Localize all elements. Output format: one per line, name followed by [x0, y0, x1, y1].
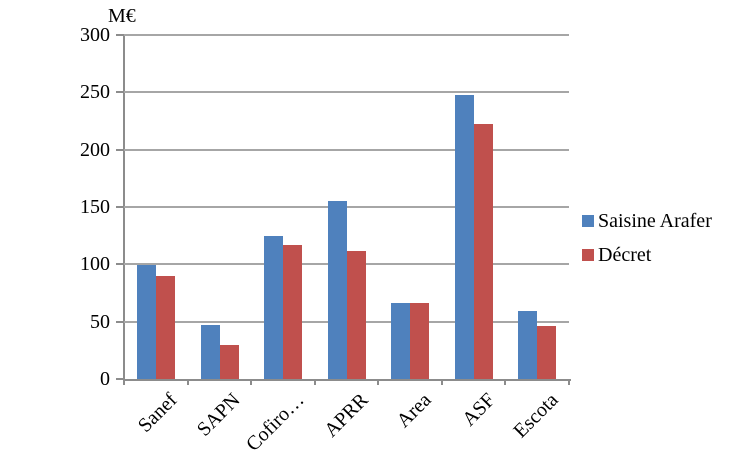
- gridline: [124, 91, 569, 94]
- y-axis-tick-label: 150: [80, 196, 110, 218]
- bar-d-cret-area: [410, 303, 430, 379]
- y-axis-tick-mark: [116, 320, 124, 323]
- y-axis-tick-label: 100: [80, 253, 110, 276]
- legend-label: Saisine Arafer: [598, 210, 712, 232]
- bar-d-cret-escota: [537, 326, 557, 379]
- legend-swatch-icon: [582, 249, 594, 261]
- bar-d-cret-cofiro-: [283, 244, 303, 379]
- legend-swatch-icon: [582, 215, 594, 227]
- bar-d-cret-sanef: [156, 275, 175, 379]
- x-axis-tick-mark: [123, 379, 125, 385]
- legend-item: Saisine Arafer: [582, 210, 712, 232]
- x-axis-tick-mark: [504, 379, 507, 385]
- x-axis-tick-mark: [377, 379, 380, 385]
- y-axis-tick-label: 200: [80, 138, 110, 161]
- y-axis-unit-label: M€: [108, 5, 136, 27]
- y-axis-tick-label: 300: [80, 24, 110, 46]
- bar-saisine-arafer-area: [391, 303, 411, 379]
- y-axis-tick-mark: [116, 378, 124, 380]
- legend: Saisine Arafer Décret: [582, 210, 712, 278]
- bar-saisine-arafer-asf: [454, 94, 474, 379]
- bar-saisine-arafer-sapn: [200, 325, 220, 379]
- legend-label: Décret: [598, 244, 652, 266]
- x-axis-tick-mark: [313, 379, 316, 385]
- x-axis-tick-mark: [440, 379, 443, 385]
- bar-saisine-arafer-escota: [518, 311, 538, 379]
- bar-d-cret-aprr: [346, 250, 366, 379]
- y-axis-tick-mark: [116, 34, 124, 36]
- y-axis-line: [123, 35, 125, 381]
- x-axis-line: [123, 379, 571, 381]
- y-axis-tick-mark: [116, 148, 124, 151]
- plot-area: [124, 34, 569, 379]
- y-axis-tick-label: 50: [90, 310, 110, 333]
- x-axis-tick-mark: [568, 379, 570, 385]
- bar-saisine-arafer-cofiro-: [264, 235, 284, 379]
- bar-saisine-arafer-aprr: [327, 201, 347, 379]
- y-axis-tick-mark: [116, 91, 124, 94]
- bar-d-cret-sapn: [219, 344, 239, 379]
- legend-item: Décret: [582, 244, 712, 266]
- bar-d-cret-asf: [473, 124, 493, 379]
- y-axis-tick-label: 0: [100, 368, 110, 390]
- y-axis-tick-mark: [116, 263, 124, 266]
- x-axis-tick-mark: [250, 379, 253, 385]
- x-axis-tick-mark: [186, 379, 189, 385]
- y-axis-tick-label: 250: [80, 81, 110, 104]
- y-axis-tick-mark: [116, 206, 124, 208]
- gridline: [124, 148, 569, 151]
- gridline: [124, 34, 569, 36]
- bar-saisine-arafer-sanef: [137, 265, 156, 379]
